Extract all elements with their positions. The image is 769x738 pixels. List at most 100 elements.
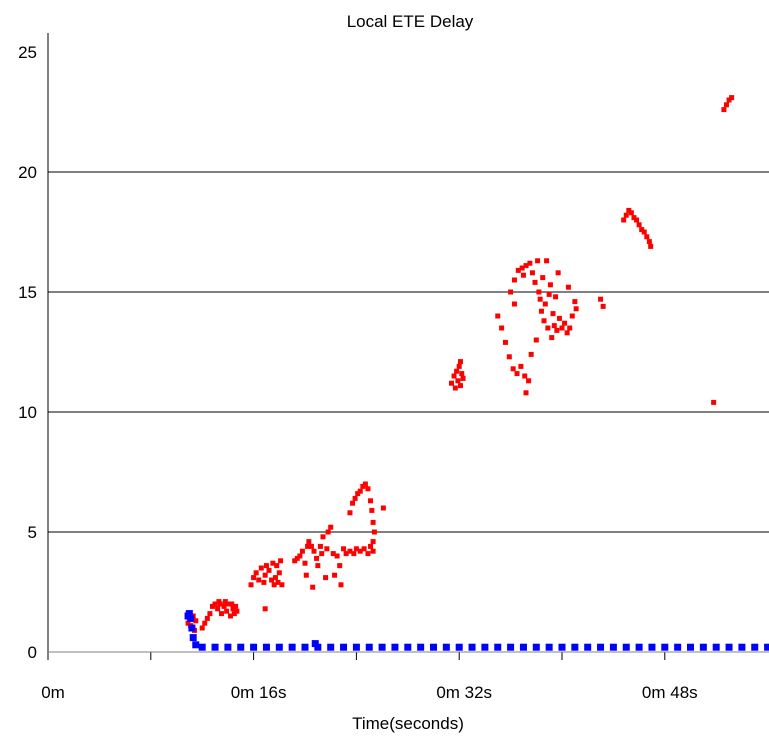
data-point (540, 275, 546, 281)
data-point (687, 643, 694, 651)
data-point (723, 102, 729, 108)
data-point (227, 613, 233, 619)
data-point (275, 579, 281, 585)
data-point (314, 643, 322, 651)
data-point (572, 299, 578, 305)
data-point (455, 643, 463, 651)
data-point (274, 563, 280, 569)
y-tick-label: 15 (18, 283, 37, 302)
data-point (352, 495, 358, 501)
data-point (234, 608, 240, 614)
data-points (184, 95, 769, 651)
data-point (527, 260, 533, 266)
data-point (532, 279, 538, 285)
data-point (674, 643, 682, 651)
series-1 (185, 95, 735, 633)
data-point (626, 207, 632, 213)
data-point (523, 263, 529, 269)
data-point (554, 327, 560, 333)
data-point (511, 301, 517, 307)
data-point (365, 551, 371, 557)
data-point (533, 337, 539, 343)
data-point (562, 320, 568, 326)
data-point (278, 558, 284, 564)
data-point (320, 534, 326, 540)
data-point (248, 582, 254, 588)
data-point (635, 643, 643, 651)
data-point (567, 325, 573, 331)
data-point (271, 582, 277, 588)
data-point (648, 243, 654, 249)
data-point (506, 354, 512, 360)
data-point (764, 643, 769, 651)
data-point (258, 565, 264, 571)
y-tick-label: 5 (28, 523, 37, 542)
data-point (308, 543, 314, 549)
data-point (337, 563, 343, 569)
data-point (456, 363, 462, 369)
data-point (646, 239, 652, 245)
data-point (311, 548, 317, 554)
data-point (523, 390, 529, 396)
data-point (556, 315, 562, 321)
data-point (310, 584, 316, 590)
data-point (256, 577, 262, 583)
data-point (510, 366, 516, 372)
data-point (391, 643, 399, 651)
data-point (317, 543, 323, 549)
data-point (263, 563, 269, 569)
data-point (417, 643, 425, 651)
data-point (555, 270, 561, 276)
data-point (621, 217, 627, 223)
data-point (212, 601, 218, 607)
data-point (636, 222, 642, 228)
data-point (541, 318, 547, 324)
data-point (188, 624, 196, 632)
data-point (305, 543, 311, 549)
data-point (262, 643, 270, 651)
data-point (355, 491, 361, 497)
data-point (261, 579, 267, 585)
data-point (442, 643, 450, 651)
data-point (468, 643, 476, 651)
x-tick-label: 0m 48s (642, 683, 698, 702)
data-point (325, 529, 331, 535)
data-point (597, 643, 605, 651)
data-point (187, 614, 195, 622)
data-point (511, 277, 517, 283)
data-point (202, 620, 208, 626)
data-point (294, 555, 300, 561)
data-point (520, 272, 526, 278)
data-point (519, 265, 525, 271)
data-point (315, 563, 321, 569)
data-point (360, 483, 366, 489)
data-point (233, 603, 239, 609)
data-point (269, 577, 275, 583)
data-point (550, 311, 556, 317)
data-point (549, 335, 555, 341)
data-point (457, 359, 463, 365)
data-point (237, 643, 245, 651)
data-point (207, 611, 213, 617)
y-tick-label: 0 (28, 643, 37, 662)
data-point (598, 296, 604, 302)
data-point (222, 599, 228, 605)
data-point (297, 553, 303, 559)
y-axis-ticks: 0 5 10 15 20 25 (18, 43, 37, 662)
data-point (368, 543, 374, 549)
data-point (341, 546, 347, 552)
data-point (351, 551, 357, 557)
data-point (275, 643, 283, 651)
data-point (185, 620, 191, 626)
data-point (319, 551, 325, 557)
data-point (211, 643, 219, 651)
data-point (193, 618, 199, 624)
data-point (221, 603, 227, 609)
data-point (518, 363, 524, 369)
data-point (502, 339, 508, 345)
data-point (361, 546, 367, 552)
data-point (369, 507, 375, 513)
data-point (370, 519, 376, 525)
data-point (751, 643, 759, 651)
